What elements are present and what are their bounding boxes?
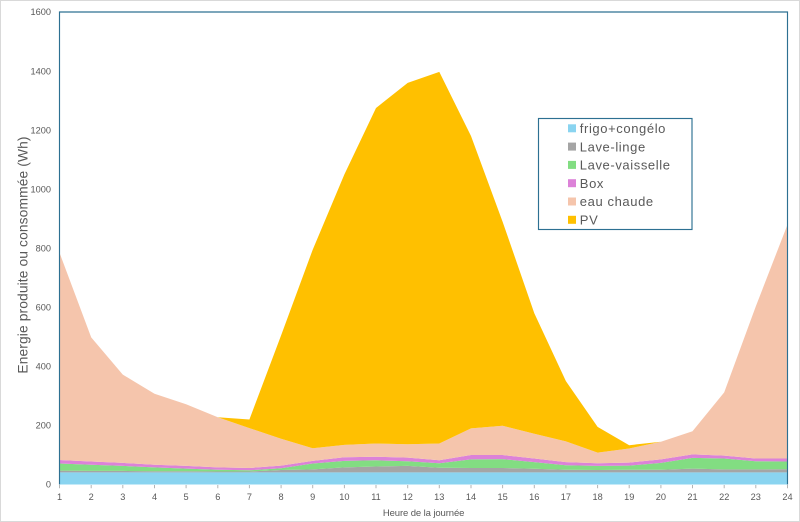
svg-text:3: 3 (120, 492, 125, 502)
svg-text:17: 17 (561, 492, 571, 502)
svg-text:Energie produite ou consommée: Energie produite ou consommée (Wh) (16, 136, 31, 373)
svg-text:16: 16 (529, 492, 539, 502)
svg-text:Lave-vaisselle: Lave-vaisselle (580, 158, 671, 173)
svg-text:Box: Box (580, 176, 604, 191)
svg-text:frigo+congélo: frigo+congélo (580, 121, 666, 136)
svg-text:200: 200 (36, 421, 51, 431)
svg-text:1400: 1400 (31, 66, 51, 76)
svg-text:11: 11 (371, 492, 381, 502)
svg-text:20: 20 (656, 492, 666, 502)
svg-text:15: 15 (497, 492, 507, 502)
svg-text:PV: PV (580, 213, 599, 228)
svg-text:Heure de la journée: Heure de la journée (383, 508, 465, 519)
svg-text:1600: 1600 (31, 7, 51, 17)
svg-text:9: 9 (310, 492, 315, 502)
svg-text:21: 21 (687, 492, 697, 502)
svg-text:14: 14 (466, 492, 476, 502)
svg-text:800: 800 (36, 243, 51, 253)
svg-text:600: 600 (36, 303, 51, 313)
svg-text:2: 2 (89, 492, 94, 502)
svg-text:24: 24 (782, 492, 792, 502)
svg-text:6: 6 (215, 492, 220, 502)
svg-text:0: 0 (46, 480, 51, 490)
svg-text:22: 22 (719, 492, 729, 502)
svg-text:400: 400 (36, 362, 51, 372)
svg-text:18: 18 (592, 492, 602, 502)
svg-text:8: 8 (279, 492, 284, 502)
svg-text:19: 19 (624, 492, 634, 502)
svg-text:1000: 1000 (31, 184, 51, 194)
svg-text:7: 7 (247, 492, 252, 502)
svg-text:5: 5 (184, 492, 189, 502)
svg-text:4: 4 (152, 492, 157, 502)
svg-text:1200: 1200 (31, 125, 51, 135)
svg-text:12: 12 (403, 492, 413, 502)
svg-text:eau chaude: eau chaude (580, 194, 654, 209)
svg-text:13: 13 (434, 492, 444, 502)
svg-text:23: 23 (751, 492, 761, 502)
svg-text:Lave-linge: Lave-linge (580, 139, 646, 154)
svg-text:10: 10 (339, 492, 349, 502)
svg-text:1: 1 (57, 492, 62, 502)
